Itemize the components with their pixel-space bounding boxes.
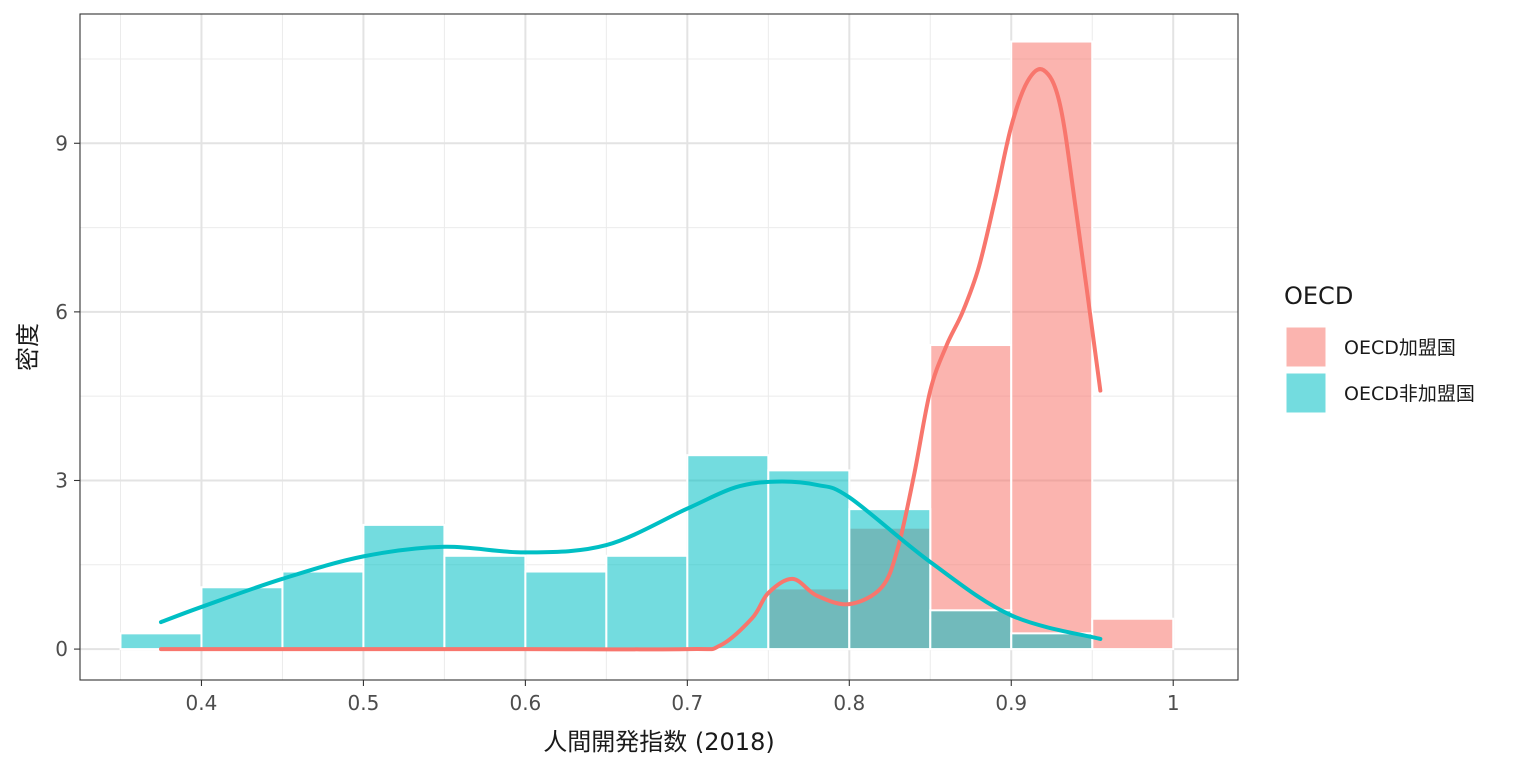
histogram-bar-series-1-bin-5 [524,570,608,651]
histogram-bar-series-1-bin-4 [443,554,527,651]
x-tick-label: 0.8 [833,691,865,715]
density-curves [158,67,1103,652]
x-tick-label: 0.9 [995,691,1027,715]
density-curve-series-0 [158,67,1103,652]
histogram-bar-series-1-bin-8 [767,469,851,651]
legend-entry-label: OECD加盟国 [1344,337,1456,359]
legend-title: OECD [1284,282,1353,310]
y-tick-label: 9 [55,131,68,155]
legend-key-swatch-0 [1285,326,1327,368]
histogram-bar-series-1-bin-0 [119,632,203,651]
y-tick-label: 6 [55,300,68,324]
histogram-bars [119,40,1175,651]
histogram-bar-series-0-bin-3 [1010,40,1094,651]
density-curve-series-1 [158,479,1103,641]
histogram-bar-series-1-bin-6 [605,554,689,651]
y-tick-label: 3 [55,468,68,492]
y-axis: 0 3 6 9 [55,131,80,661]
x-tick-label: 0.4 [186,691,218,715]
histogram-bar-series-1-bin-10 [929,609,1013,651]
histogram-bar-series-0-bin-2 [929,344,1013,651]
x-tick-label: 0.6 [509,691,541,715]
histogram-bar-series-1-bin-2 [281,570,365,651]
legend: OECD OECD加盟国 OECD非加盟国 [1284,282,1475,414]
legend-key-swatch-1 [1285,372,1327,414]
legend-entry-label: OECD非加盟国 [1344,383,1475,405]
x-tick-label: 1 [1167,691,1180,715]
histogram-bar-series-1-bin-3 [362,523,446,651]
y-tick-label: 0 [55,637,68,661]
x-tick-label: 0.7 [671,691,703,715]
histogram-bar-series-0-bin-4 [1091,617,1175,651]
histogram-bar-series-1-bin-9 [848,508,932,651]
plot-panel-border [79,13,1239,681]
histogram-bar-series-1-bin-1 [200,586,284,651]
x-axis-title: 人間開発指数 (2018) [543,728,774,756]
y-axis-title: 密度 [14,323,42,371]
histogram-bar-series-1-bin-11 [1010,632,1094,651]
x-axis: 0.4 0.5 0.6 0.7 0.8 0.9 1 [186,680,1180,715]
x-tick-label: 0.5 [348,691,380,715]
